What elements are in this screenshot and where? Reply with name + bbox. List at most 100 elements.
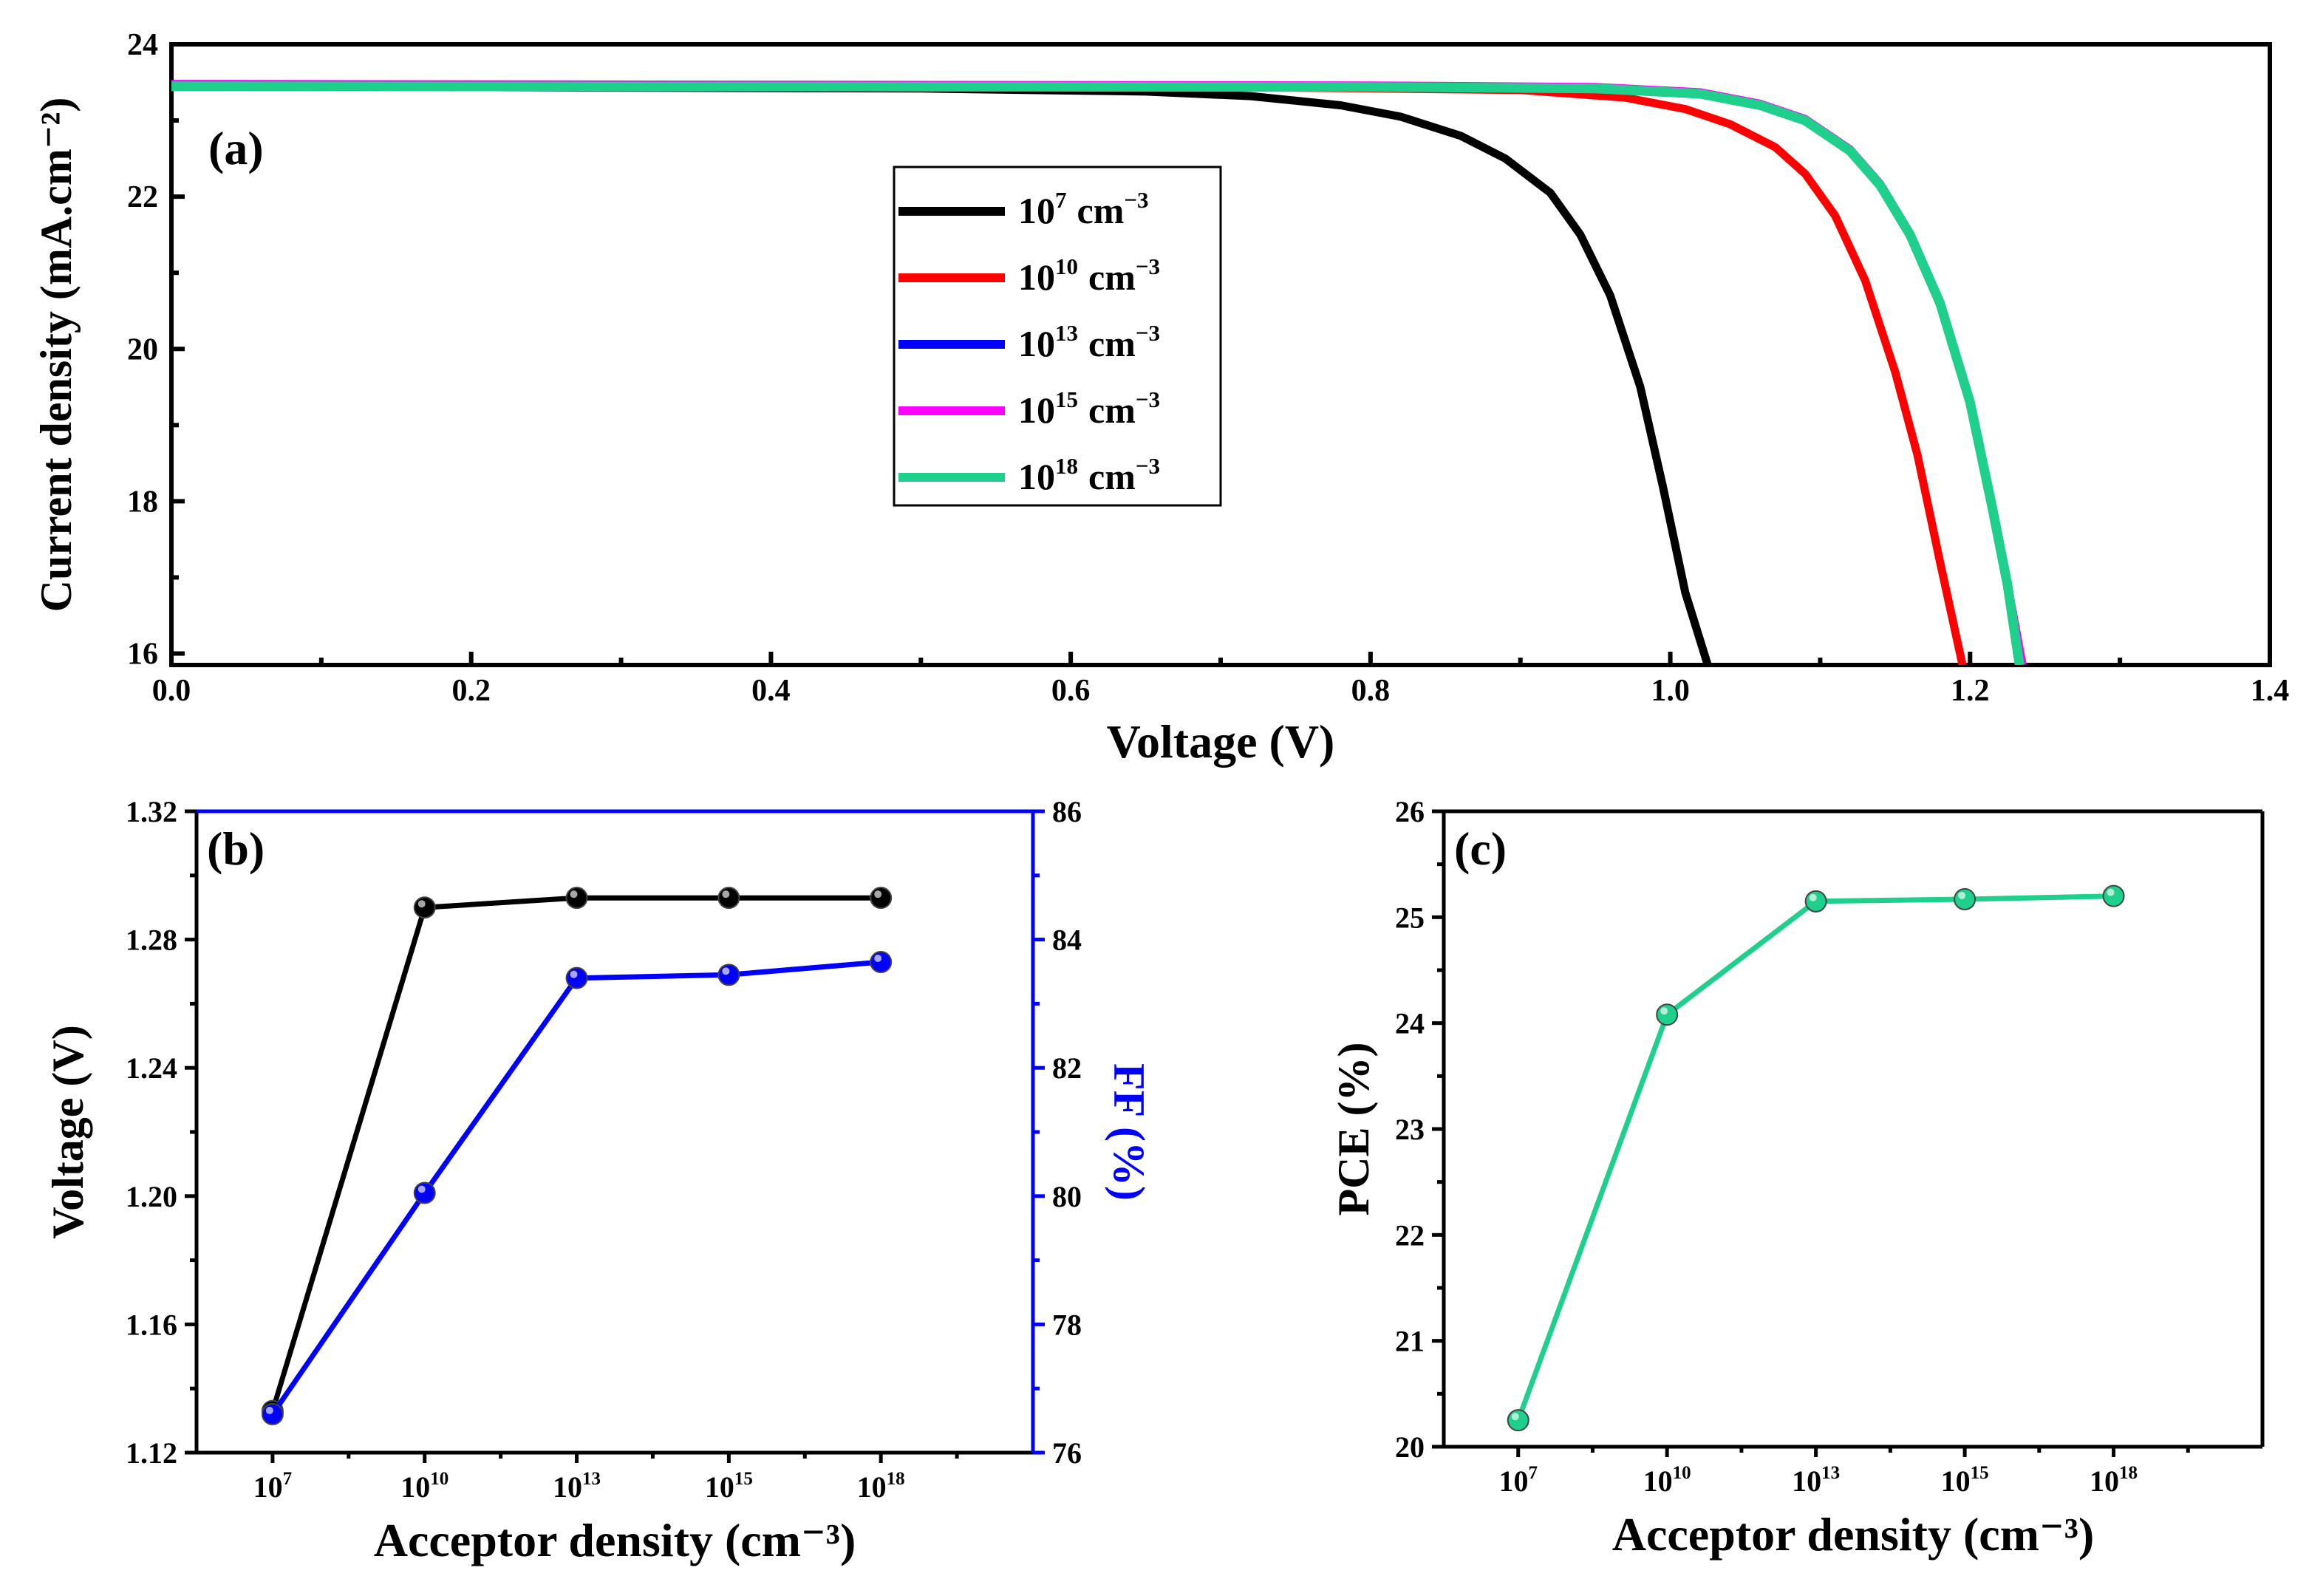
y-tick-label: 20 bbox=[1395, 1430, 1425, 1464]
x-axis-title: Voltage (V) bbox=[1107, 715, 1335, 768]
data-point-voltage bbox=[413, 896, 436, 919]
x-tick-label: 0.8 bbox=[1351, 674, 1391, 708]
superscript: 18 bbox=[887, 1469, 905, 1489]
x-tick-label: 1013 bbox=[1792, 1463, 1840, 1498]
superscript: 13 bbox=[1055, 320, 1078, 346]
y-tick-label: 1.20 bbox=[126, 1180, 177, 1213]
superscript: 7 bbox=[1528, 1463, 1538, 1483]
panel-label-c: (c) bbox=[1454, 822, 1507, 875]
text-part: 10 bbox=[857, 1470, 887, 1504]
text-part: cm bbox=[1088, 323, 1136, 364]
text-part: cm bbox=[1077, 190, 1125, 231]
data-point-ff bbox=[413, 1181, 436, 1204]
data-point-highlight bbox=[1958, 891, 1966, 899]
data-point-voltage bbox=[565, 887, 588, 910]
legend-label-10: 1010 cm−3 bbox=[1018, 253, 1160, 298]
data-point-highlight bbox=[1511, 1413, 1519, 1421]
x-tick-label: 1.4 bbox=[2251, 674, 2290, 708]
text-part: 10 bbox=[1018, 256, 1055, 298]
x-tick-label: 1018 bbox=[2090, 1463, 2138, 1498]
y-right-tick-label: 82 bbox=[1052, 1051, 1082, 1085]
text-part: 10 bbox=[1018, 456, 1055, 497]
y-tick-label: 25 bbox=[1395, 901, 1425, 934]
x-axis-title: Acceptor density (cm⁻³) bbox=[1612, 1508, 2095, 1561]
data-point-ff bbox=[870, 950, 893, 973]
y-tick-label: 1.12 bbox=[126, 1436, 177, 1470]
y-tick-label: 1.24 bbox=[126, 1051, 177, 1085]
legend-label-18: 1018 cm−3 bbox=[1018, 453, 1160, 497]
text-part: 10 bbox=[253, 1470, 283, 1504]
legend-box bbox=[893, 166, 1222, 507]
x-tick-label: 107 bbox=[1498, 1463, 1538, 1498]
x-axis-title: Acceptor density (cm⁻³) bbox=[374, 1514, 856, 1566]
data-point-ff bbox=[717, 964, 740, 986]
text-part: 10 bbox=[1941, 1464, 1971, 1498]
superscript: 15 bbox=[1971, 1463, 1989, 1483]
data-point-highlight bbox=[265, 1406, 273, 1414]
data-point-pce bbox=[1954, 887, 1977, 910]
y-axis-title: Current density (mA.cm⁻²) bbox=[32, 98, 81, 613]
y-tick-label: 26 bbox=[1395, 795, 1425, 828]
y-right-tick-label: 86 bbox=[1052, 795, 1082, 828]
x-tick-label: 1.0 bbox=[1651, 674, 1690, 708]
text-part: 10 bbox=[1018, 389, 1055, 431]
x-tick-label: 1015 bbox=[1941, 1463, 1989, 1498]
data-point-ff bbox=[565, 966, 588, 989]
x-tick-label: 1010 bbox=[400, 1469, 449, 1504]
superscript: 10 bbox=[430, 1469, 449, 1489]
x-tick-label: 0.0 bbox=[152, 674, 191, 708]
legend-label-15: 1015 cm−3 bbox=[1018, 386, 1160, 431]
text-part: 10 bbox=[1643, 1464, 1673, 1498]
y-tick-label: 1.28 bbox=[126, 924, 177, 957]
series-line-7 bbox=[171, 82, 1712, 665]
data-point-pce bbox=[1804, 890, 1827, 913]
data-point-highlight bbox=[570, 970, 578, 978]
panel-a: 0.0 0.2 0.4 0.6 0.8 1.0 1.2 1.4 16 18 20 22 24 (a) Vol… bbox=[32, 28, 2289, 768]
data-point-ff bbox=[261, 1402, 284, 1425]
text-part: cm bbox=[1088, 456, 1136, 497]
superscript: 13 bbox=[582, 1469, 601, 1489]
data-point-pce bbox=[1507, 1409, 1529, 1432]
superscript: −3 bbox=[1136, 453, 1160, 479]
y-tick-label: 18 bbox=[127, 485, 158, 519]
text-part: 10 bbox=[553, 1470, 582, 1504]
superscript: 10 bbox=[1673, 1463, 1691, 1483]
y-axis-title: Voltage (V) bbox=[44, 1025, 92, 1238]
panel-label-b: (b) bbox=[207, 822, 265, 875]
y-right-tick-label: 76 bbox=[1052, 1436, 1082, 1470]
superscript: 13 bbox=[1821, 1463, 1840, 1483]
data-point-highlight bbox=[1660, 1007, 1668, 1015]
panel-label-a: (a) bbox=[208, 122, 264, 174]
y-right-tick-label: 80 bbox=[1052, 1180, 1082, 1213]
y-right-tick-label: 84 bbox=[1052, 924, 1082, 957]
text-part: 10 bbox=[1018, 323, 1055, 364]
superscript: −3 bbox=[1124, 187, 1148, 213]
text-part: 10 bbox=[1018, 190, 1055, 231]
data-point-pce bbox=[1656, 1003, 1679, 1026]
superscript: 18 bbox=[2119, 1463, 2138, 1483]
y-tick-label: 22 bbox=[127, 180, 158, 214]
superscript: −3 bbox=[1136, 253, 1160, 279]
text-part: 10 bbox=[1498, 1464, 1528, 1498]
y-right-tick-label: 78 bbox=[1052, 1308, 1082, 1341]
legend-label-13: 1013 cm−3 bbox=[1018, 320, 1160, 364]
superscript: 18 bbox=[1055, 453, 1078, 479]
y-tick-label: 24 bbox=[1395, 1007, 1425, 1040]
x-tick-label: 1018 bbox=[857, 1469, 905, 1504]
data-point-highlight bbox=[874, 890, 882, 898]
data-point-highlight bbox=[722, 890, 730, 898]
data-point-highlight bbox=[2107, 888, 2115, 896]
superscript: 15 bbox=[734, 1469, 753, 1489]
y-right-axis-title: FF (%) bbox=[1105, 1063, 1153, 1201]
text-part: 10 bbox=[705, 1470, 734, 1504]
data-point-pce bbox=[2102, 884, 2125, 907]
y-tick-label: 22 bbox=[1395, 1218, 1425, 1252]
y-tick-label: 1.32 bbox=[126, 795, 177, 828]
data-point-highlight bbox=[874, 954, 882, 962]
superscript: 15 bbox=[1055, 386, 1078, 412]
data-point-voltage bbox=[717, 887, 740, 910]
